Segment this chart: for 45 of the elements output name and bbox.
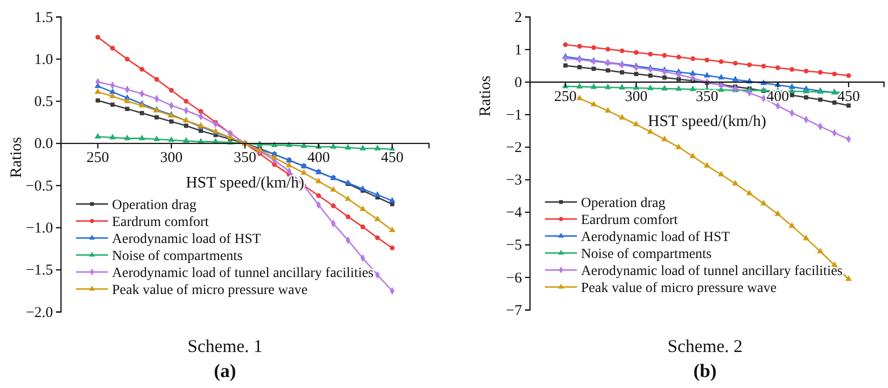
y-tick-label: 0.5	[34, 94, 53, 110]
y-axis-title: Ratios	[477, 76, 494, 117]
text: (a)	[214, 361, 236, 382]
legend-label: Peak value of micro pressure wave	[112, 283, 308, 298]
x-tick-label: 400	[307, 150, 330, 166]
x-tick-label: 250	[86, 150, 110, 166]
y-tick-label: −5	[506, 238, 522, 254]
x-tick-label: 350	[234, 150, 256, 166]
y-tick-label: 1.0	[34, 52, 53, 68]
y-tick-label: −3	[506, 172, 522, 189]
y-tick-label: −2	[506, 140, 522, 156]
legend-label: Operation drag	[112, 198, 196, 213]
y-tick-label: −6	[506, 270, 522, 286]
y-tick-label: −0.5	[26, 178, 53, 194]
y-tick-label: −4	[506, 205, 522, 222]
x-tick-label: 350	[696, 88, 718, 105]
y-tick-label: 0	[514, 74, 522, 91]
x-tick-label: 300	[624, 88, 648, 105]
text: Scheme. 2	[668, 336, 742, 356]
text: Scheme. 1	[188, 336, 262, 356]
y-tick-label: 1	[514, 42, 522, 58]
legend-label: Eardrum comfort	[581, 213, 678, 228]
legend-label: Eardrum comfort	[112, 215, 209, 230]
y-tick-label: 0.0	[34, 136, 53, 152]
text: (b)	[693, 361, 717, 382]
legend-label: Noise of compartments	[112, 249, 243, 264]
legend-label: Peak value of micro pressure wave	[581, 281, 777, 296]
y-tick-label: −1.0	[26, 220, 53, 237]
legend-label: Aerodynamic load of tunnel ancillary facilities	[112, 266, 374, 281]
legend-label: Operation drag	[581, 196, 666, 211]
x-tick-label: 450	[380, 150, 404, 166]
legend-label: Aerodynamic load of HST	[112, 232, 262, 247]
y-axis-title: Ratios	[8, 136, 25, 178]
legend-label: Aerodynamic load of tunnel ancillary facilities	[581, 264, 843, 279]
legend-label: Aerodynamic load of HST	[581, 230, 730, 245]
y-tick-label: −7	[506, 302, 522, 319]
legend-label: Noise of compartments	[581, 247, 712, 262]
y-tick-label: −2.0	[26, 304, 53, 321]
y-tick-label: −1.5	[26, 262, 53, 279]
y-tick-label: 1.5	[34, 10, 53, 26]
y-tick-label: 2	[514, 10, 522, 26]
x-tick-label: 300	[160, 150, 183, 166]
x-axis-title: HST speed/(km/h)	[648, 113, 766, 130]
y-tick-label: −1	[506, 107, 522, 124]
x-tick-label: 450	[837, 88, 860, 105]
